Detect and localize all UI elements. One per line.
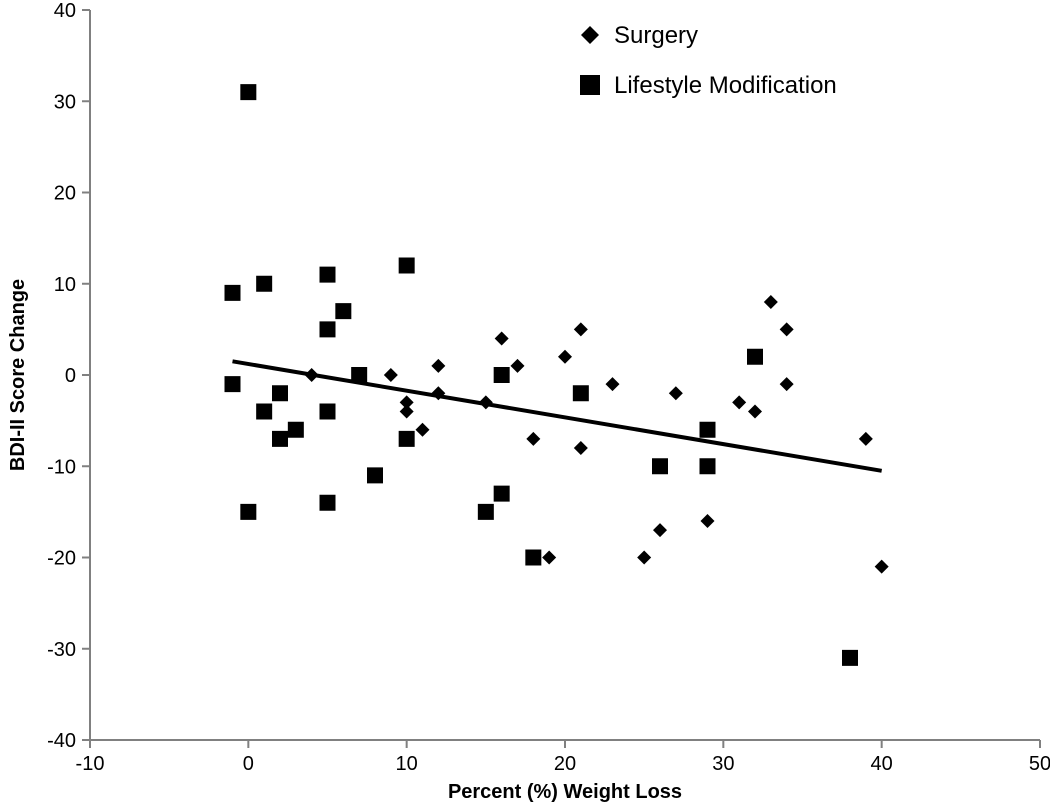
data-point-lifestyle (256, 276, 272, 292)
data-point-surgery (495, 332, 509, 346)
data-point-lifestyle (272, 385, 288, 401)
y-tick-label: 40 (54, 0, 76, 22)
data-point-surgery (653, 523, 667, 537)
data-point-surgery (637, 551, 651, 565)
data-point-lifestyle (399, 431, 415, 447)
data-point-lifestyle (320, 267, 336, 283)
y-tick-label: -20 (47, 548, 76, 570)
data-point-lifestyle (842, 650, 858, 666)
x-axis-title: Percent (%) Weight Loss (448, 781, 682, 802)
data-point-lifestyle (700, 422, 716, 438)
data-point-lifestyle (652, 458, 668, 474)
data-point-surgery (732, 395, 746, 409)
data-point-lifestyle (478, 504, 494, 520)
data-point-lifestyle (700, 458, 716, 474)
chart-svg: -10 0 10 20 30 40 50 Percent (%) Weight Loss -40… (0, 0, 1050, 802)
x-tick-label: 20 (554, 753, 576, 775)
data-point-lifestyle (240, 84, 256, 100)
data-point-lifestyle (335, 303, 351, 319)
data-point-surgery (764, 295, 778, 309)
data-point-lifestyle (320, 495, 336, 511)
data-point-surgery (875, 560, 889, 574)
data-point-surgery (606, 377, 620, 391)
x-tick-label: 40 (871, 753, 893, 775)
y-tick-label: 0 (65, 365, 76, 387)
data-point-lifestyle (367, 467, 383, 483)
data-point-lifestyle (494, 367, 510, 383)
data-point-lifestyle (494, 486, 510, 502)
data-point-surgery (780, 377, 794, 391)
y-tick-label: 20 (54, 183, 76, 205)
legend-marker-surgery (581, 26, 599, 44)
y-tick-label: 30 (54, 91, 76, 113)
data-point-surgery (701, 514, 715, 528)
data-point-lifestyle (240, 504, 256, 520)
data-point-lifestyle (525, 550, 541, 566)
data-point-lifestyle (225, 376, 241, 392)
x-tick-label: 30 (712, 753, 734, 775)
data-point-surgery (574, 441, 588, 455)
data-point-surgery (400, 395, 414, 409)
data-point-lifestyle (573, 385, 589, 401)
data-point-lifestyle (399, 258, 415, 274)
x-tick-label: 50 (1029, 753, 1050, 775)
y-tick-label: -30 (47, 639, 76, 661)
data-point-surgery (384, 368, 398, 382)
data-point-lifestyle (288, 422, 304, 438)
data-point-surgery (558, 350, 572, 364)
data-point-surgery (748, 405, 762, 419)
y-tick-label: -10 (47, 456, 76, 478)
data-point-surgery (542, 551, 556, 565)
data-point-surgery (574, 322, 588, 336)
x-tick-label: 10 (396, 753, 418, 775)
legend-label: Surgery (614, 22, 698, 49)
data-point-surgery (526, 432, 540, 446)
y-tick-label: -40 (47, 730, 76, 752)
data-point-surgery (780, 322, 794, 336)
y-tick-label: 10 (54, 274, 76, 296)
data-point-lifestyle (320, 321, 336, 337)
data-point-surgery (416, 423, 430, 437)
y-axis-title: BDI-II Score Change (7, 279, 29, 471)
data-point-surgery (511, 359, 525, 373)
data-point-surgery (431, 359, 445, 373)
data-point-lifestyle (320, 404, 336, 420)
x-tick-label: -10 (76, 753, 105, 775)
x-tick-label: 0 (243, 753, 254, 775)
data-point-lifestyle (747, 349, 763, 365)
data-point-surgery (859, 432, 873, 446)
data-point-lifestyle (272, 431, 288, 447)
legend-marker-lifestyle (580, 75, 600, 95)
legend-label: Lifestyle Modification (614, 72, 837, 99)
data-point-lifestyle (225, 285, 241, 301)
data-point-surgery (669, 386, 683, 400)
scatter-chart: -10 0 10 20 30 40 50 Percent (%) Weight Loss -40… (0, 0, 1050, 802)
data-point-lifestyle (256, 404, 272, 420)
